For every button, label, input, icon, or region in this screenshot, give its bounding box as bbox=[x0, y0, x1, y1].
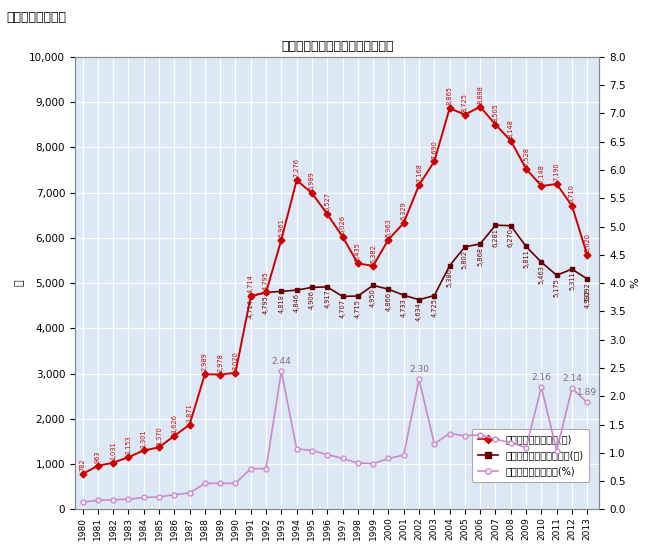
Text: 6,026: 6,026 bbox=[339, 215, 346, 234]
Text: 8,865: 8,865 bbox=[447, 87, 453, 105]
Text: 4,866: 4,866 bbox=[385, 292, 392, 311]
Text: 4,714: 4,714 bbox=[248, 299, 253, 317]
Text: 6,329: 6,329 bbox=[401, 201, 407, 220]
Text: 5,311: 5,311 bbox=[569, 272, 575, 290]
Text: 4,818: 4,818 bbox=[278, 294, 284, 313]
Text: 4,795: 4,795 bbox=[263, 271, 269, 290]
Title: 外国人による一般刑法犯検挙人員: 外国人による一般刑法犯検挙人員 bbox=[281, 40, 394, 53]
Text: 8,898: 8,898 bbox=[477, 85, 483, 104]
Text: 5,620: 5,620 bbox=[584, 233, 590, 253]
Text: 4,714: 4,714 bbox=[248, 274, 253, 293]
Text: 5,175: 5,175 bbox=[553, 278, 559, 297]
Text: 3,020: 3,020 bbox=[233, 351, 238, 370]
Text: 5,868: 5,868 bbox=[477, 246, 483, 266]
Text: 5,811: 5,811 bbox=[523, 249, 529, 268]
Text: 4,932: 4,932 bbox=[584, 289, 590, 307]
Text: 7,168: 7,168 bbox=[416, 163, 422, 182]
Text: 5,386: 5,386 bbox=[447, 269, 453, 287]
Text: 7,276: 7,276 bbox=[293, 158, 299, 178]
Text: 5,961: 5,961 bbox=[278, 218, 284, 237]
Text: 4,795: 4,795 bbox=[263, 295, 269, 314]
Text: 8,725: 8,725 bbox=[462, 93, 468, 112]
Text: 963: 963 bbox=[95, 451, 101, 463]
Text: 4,950: 4,950 bbox=[370, 288, 376, 307]
Text: 4,917: 4,917 bbox=[324, 290, 330, 309]
Text: 5,463: 5,463 bbox=[538, 265, 544, 284]
Text: 1,626: 1,626 bbox=[172, 414, 178, 433]
Text: 1,301: 1,301 bbox=[141, 429, 147, 448]
Text: 1,031: 1,031 bbox=[110, 441, 116, 460]
Text: 5,382: 5,382 bbox=[370, 244, 376, 263]
Text: 7,190: 7,190 bbox=[553, 163, 559, 181]
Text: 2,989: 2,989 bbox=[202, 352, 208, 371]
Text: 6,710: 6,710 bbox=[569, 184, 575, 203]
Text: 7,690: 7,690 bbox=[431, 140, 438, 159]
Y-axis label: 人: 人 bbox=[15, 280, 25, 286]
Text: 5,435: 5,435 bbox=[355, 242, 361, 261]
Text: 2.16: 2.16 bbox=[531, 372, 552, 382]
Text: 4,707: 4,707 bbox=[339, 299, 346, 318]
Text: 4,846: 4,846 bbox=[293, 293, 299, 312]
Text: 2,978: 2,978 bbox=[217, 353, 223, 372]
Text: 6,989: 6,989 bbox=[309, 171, 315, 190]
Text: 8,505: 8,505 bbox=[493, 103, 498, 122]
Text: 1,871: 1,871 bbox=[187, 403, 193, 422]
Text: 1,153: 1,153 bbox=[125, 436, 132, 455]
Text: 4,715: 4,715 bbox=[355, 299, 361, 317]
Text: 2.14: 2.14 bbox=[562, 374, 582, 383]
Text: 5,092: 5,092 bbox=[584, 282, 590, 301]
Legend: 来日外国人検挙人員(人), その他の外国人検挙人員(人), 来日外国人犯罪比率(%): 来日外国人検挙人員(人), その他の外国人検挙人員(人), 来日外国人犯罪比率(… bbox=[472, 428, 590, 482]
Text: 7,148: 7,148 bbox=[538, 164, 544, 183]
Text: 1.89: 1.89 bbox=[577, 388, 597, 397]
Text: 4,733: 4,733 bbox=[401, 298, 407, 317]
Text: 6,527: 6,527 bbox=[324, 192, 330, 211]
Text: 8,148: 8,148 bbox=[508, 119, 514, 138]
Text: 6,270: 6,270 bbox=[508, 229, 514, 248]
Text: 782: 782 bbox=[79, 458, 86, 471]
Text: 2.30: 2.30 bbox=[409, 365, 429, 374]
Text: 7,528: 7,528 bbox=[523, 147, 529, 166]
Text: 4,634: 4,634 bbox=[416, 302, 422, 321]
Text: 4,906: 4,906 bbox=[309, 290, 315, 309]
Text: 外国人犯罪の推移: 外国人犯罪の推移 bbox=[7, 11, 67, 24]
Y-axis label: %: % bbox=[630, 278, 640, 289]
Text: 5,963: 5,963 bbox=[385, 218, 392, 237]
Text: 4,725: 4,725 bbox=[431, 299, 438, 317]
Text: 1,370: 1,370 bbox=[156, 426, 162, 445]
Text: 6,281: 6,281 bbox=[493, 228, 498, 247]
Text: 2.44: 2.44 bbox=[271, 357, 291, 366]
Text: 5,802: 5,802 bbox=[462, 250, 468, 269]
